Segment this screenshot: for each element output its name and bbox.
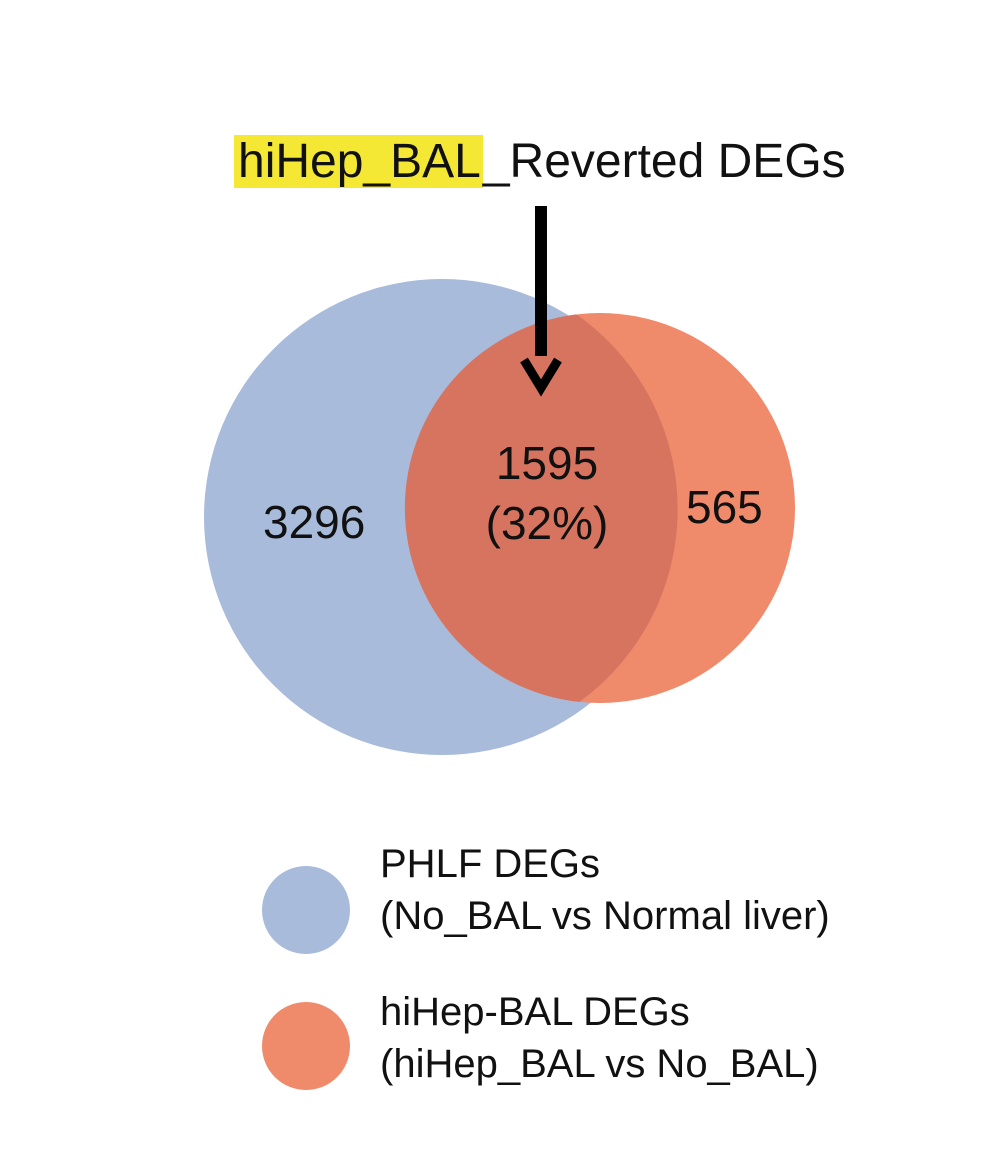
legend-label-line1: PHLF DEGs: [380, 842, 601, 886]
right-only-count: 565: [686, 481, 763, 533]
diagram-title: hiHep_BAL_Reverted DEGs: [234, 130, 846, 194]
intersection-count: 1595: [495, 437, 599, 489]
legend-swatch-orange: [262, 1002, 350, 1090]
intersection-percent: (32%): [485, 497, 609, 549]
highlighted-term: hiHep_BAL: [234, 135, 483, 188]
legend-label-line2: (No_BAL vs Normal liver): [380, 894, 830, 938]
left-only-count: 3296: [263, 496, 366, 548]
down-arrow: [520, 206, 562, 397]
title-rest: _Reverted DEGs: [482, 135, 846, 188]
legend-label-line2: (hiHep_BAL vs No_BAL): [380, 1042, 819, 1086]
intersection-region: [404, 314, 678, 702]
legend-swatch-blue: [262, 866, 350, 954]
legend-label-line1: hiHep-BAL DEGs: [380, 990, 690, 1034]
